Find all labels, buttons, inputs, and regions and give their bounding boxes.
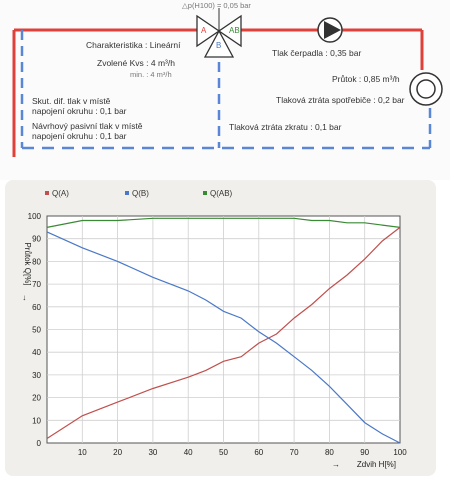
x-axis-ticks: 10 20 30 40 50 60 70 80 90 100	[78, 448, 407, 457]
x-tick-label: 20	[113, 448, 122, 457]
y-axis-label: Průtok Q[%]	[23, 242, 32, 285]
design-pressure-line2: napojení okruhu : 0,1 bar	[32, 131, 127, 141]
valve-port-ab: AB	[229, 26, 240, 35]
valve-characteristic: Charakteristika : Lineární	[86, 40, 181, 50]
y-tick-label: 20	[32, 394, 41, 403]
legend-marker	[203, 191, 207, 195]
flow-chart-panel: Q(A) Q(B) Q(AB) 0 10 20 30 40 50 60 70 80 90 100 10 2…	[5, 180, 436, 476]
series-line-qab	[46, 217, 401, 228]
y-axis-ticks: 0 10 20 30 40 50 60 70 80 90 100	[28, 212, 42, 448]
x-tick-label: 50	[219, 448, 228, 457]
valve-kvs-min: min. : 4 m³/h	[130, 70, 172, 79]
x-tick-label: 80	[325, 448, 334, 457]
pump-icon[interactable]	[317, 17, 343, 43]
valve-port-b: B	[216, 41, 222, 50]
consumer-icon[interactable]	[409, 72, 443, 106]
y-tick-label: 30	[32, 371, 41, 380]
y-tick-label: 40	[32, 348, 41, 357]
hydraulic-diagram: △p(H100) = 0,05 bar A AB B Charakteristi…	[0, 0, 450, 180]
differential-pressure-label: △p(H100) = 0,05 bar	[182, 1, 251, 10]
design-pressure-line1: Návrhový pasivní tlak v místě	[32, 121, 143, 131]
x-tick-label: 100	[393, 448, 407, 457]
series-line-qa	[46, 226, 401, 440]
flow-chart: Q(A) Q(B) Q(AB) 0 10 20 30 40 50 60 70 80 90 100 10 2…	[21, 189, 407, 469]
y-tick-label: 60	[32, 303, 41, 312]
x-axis-label: Zdvih H[%]	[357, 460, 396, 469]
x-tick-label: 10	[78, 448, 87, 457]
chart-series	[46, 217, 401, 444]
y-tick-label: 10	[32, 416, 41, 425]
legend-label: Q(B)	[132, 189, 149, 198]
valve-port-a: A	[201, 26, 207, 35]
y-tick-label: 90	[32, 235, 41, 244]
x-tick-label: 40	[184, 448, 193, 457]
valve-kvs-selected: Zvolené Kvs : 4 m³/h	[97, 58, 175, 68]
flow-label: Průtok : 0,85 m³/h	[332, 74, 400, 84]
y-tick-label: 100	[28, 212, 42, 221]
y-tick-label: 0	[37, 439, 42, 448]
legend-label: Q(AB)	[210, 189, 233, 198]
y-tick-label: 50	[32, 326, 41, 335]
diff-pressure-line1: Skut. dif. tlak v místě	[32, 96, 111, 106]
x-axis-arrow: →	[332, 460, 340, 469]
y-tick-label: 70	[32, 280, 41, 289]
chart-grid	[47, 216, 400, 443]
series-line-qb	[46, 231, 401, 444]
legend-marker	[45, 191, 49, 195]
x-tick-label: 90	[360, 448, 369, 457]
three-way-valve-icon[interactable]	[196, 8, 242, 58]
pump-head-label: Tlak čerpadla : 0,35 bar	[272, 48, 362, 58]
y-axis-arrow: →	[21, 294, 30, 302]
legend-marker	[125, 191, 129, 195]
consumer-loss-label: Tlaková ztráta spotřebiče : 0,2 bar	[276, 95, 405, 105]
diff-pressure-line2: napojení okruhu : 0,1 bar	[32, 106, 127, 116]
x-tick-label: 30	[148, 448, 157, 457]
legend-label: Q(A)	[52, 189, 69, 198]
x-tick-label: 60	[254, 448, 263, 457]
piping-schematic	[12, 8, 443, 157]
chart-legend: Q(A) Q(B) Q(AB)	[45, 189, 233, 198]
x-tick-label: 70	[290, 448, 299, 457]
bypass-loss-label: Tlaková ztráta zkratu : 0,1 bar	[229, 122, 342, 132]
y-tick-label: 80	[32, 257, 41, 266]
